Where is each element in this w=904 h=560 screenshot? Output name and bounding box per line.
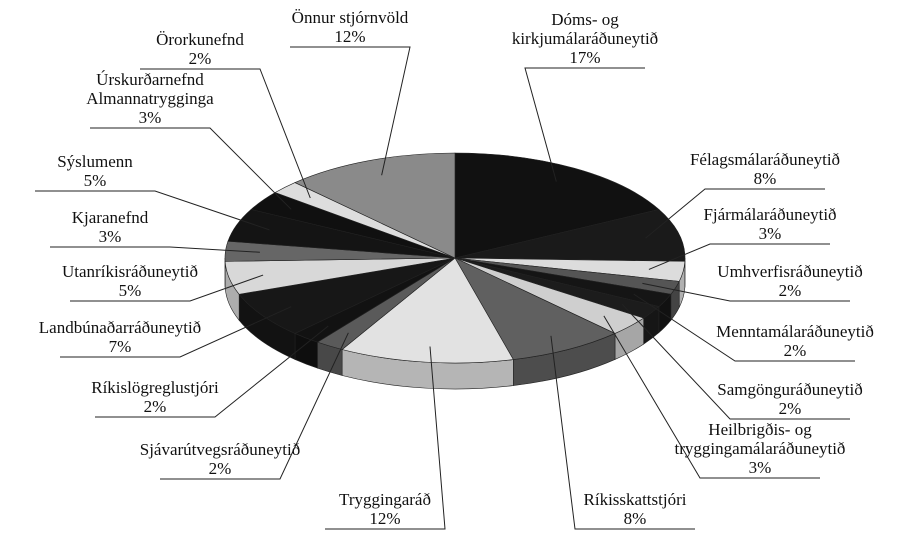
value-label: 3% [748, 458, 772, 477]
leader-line [645, 188, 825, 239]
leader-line [524, 67, 645, 182]
slice-label: Heilbrigðis- og tryggingamálaráðuneytið 3… [640, 420, 880, 477]
category-label: Ríkisskattstjóri [583, 490, 687, 509]
value-label: 12% [369, 509, 401, 528]
slice-label: Umhverfisráðuneytið 2% [670, 262, 904, 300]
slice-label: Landbúnaðarráðuneytið 7% [0, 318, 240, 356]
pie-slice [454, 152, 660, 259]
leader-line [290, 46, 411, 176]
leader-line [35, 190, 270, 231]
value-label: 8% [623, 509, 647, 528]
leader-line [60, 306, 292, 358]
leader-line [160, 332, 349, 480]
value-label: 12% [334, 27, 366, 46]
category-label: Landbúnaðarráðuneytið [38, 318, 202, 337]
slice-label: Ríkisskattstjóri 8% [515, 490, 755, 528]
category-label: Ríkislögreglustjóri [91, 378, 219, 397]
slice-label: Örorkunefnd 2% [80, 30, 320, 68]
value-label: 3% [758, 224, 782, 243]
pie-slice [454, 209, 686, 262]
leader-line [50, 246, 260, 253]
category-label: Tryggingaráð [339, 490, 431, 509]
value-label: 3% [138, 108, 162, 127]
value-label: 2% [208, 459, 232, 478]
category-label: Fjármálaráðuneytið [703, 205, 837, 224]
pie-slice [454, 257, 616, 360]
category-label: Samgönguráðuneytið [717, 380, 863, 399]
value-label: 5% [118, 281, 142, 300]
slice-label: Tryggingaráð 12% [265, 490, 505, 528]
leader-line [90, 127, 292, 210]
slice-label: Félagsmálaráðuneytið 8% [645, 150, 885, 188]
slice-label: Fjármálaráðuneytið 3% [650, 205, 890, 243]
category-label: Heilbrigðis- og tryggingamálaráðuneytið [674, 420, 846, 458]
category-label: Sjávarútvegsráðuneytið [139, 440, 301, 459]
slice-label: Sjávarútvegsráðuneytið 2% [100, 440, 340, 478]
value-label: 3% [98, 227, 122, 246]
leader-line [633, 293, 855, 362]
category-label: Örorkunefnd [156, 30, 244, 49]
value-label: 8% [753, 169, 777, 188]
category-label: Sýslumenn [57, 152, 133, 171]
category-label: Kjaranefnd [71, 208, 149, 227]
leader-line [70, 274, 264, 302]
category-label: Önnur stjórnvöld [291, 8, 409, 27]
leader-line [648, 243, 830, 270]
value-label: 2% [778, 281, 802, 300]
slice-label: Dóms- og kirkjumálaráðuneytið 17% [465, 10, 705, 67]
slice-label: Utanríkisráðuneytið 5% [10, 262, 250, 300]
slice-label: Menntamálaráðuneytið 2% [675, 322, 904, 360]
category-label: Félagsmálaráðuneytið [689, 150, 841, 169]
leader-line [325, 346, 446, 530]
value-label: 2% [188, 49, 212, 68]
category-label: Utanríkisráðuneytið [62, 262, 198, 281]
value-label: 2% [783, 341, 807, 360]
slice-label: Samgönguráðuneytið 2% [670, 380, 904, 418]
leader-line [95, 325, 329, 418]
slice-label: Ríkislögreglustjóri 2% [35, 378, 275, 416]
leader-line [642, 282, 850, 302]
value-label: 5% [83, 171, 107, 190]
leader-line [550, 335, 695, 530]
value-label: 17% [569, 48, 601, 67]
value-label: 2% [143, 397, 167, 416]
slice-label: Kjaranefnd 3% [0, 208, 230, 246]
category-label: Umhverfisráðuneytið [717, 262, 863, 281]
slice-label: Úrskurðarnefnd Almannatrygginga 3% [30, 70, 270, 127]
category-label: Úrskurðarnefnd Almannatrygginga [86, 70, 214, 108]
pie-slice [294, 152, 456, 259]
leader-line [603, 315, 820, 479]
pie-slice [238, 257, 456, 334]
leader-line [140, 68, 311, 199]
value-label: 2% [778, 399, 802, 418]
value-label: 7% [108, 337, 132, 356]
slice-label: Önnur stjórnvöld 12% [230, 8, 470, 46]
leader-line [621, 303, 850, 420]
pie-slice [341, 257, 514, 364]
category-label: Menntamálaráðuneytið [716, 322, 874, 341]
slice-label: Sýslumenn 5% [0, 152, 215, 190]
category-label: Dóms- og kirkjumálaráðuneytið [511, 10, 659, 48]
